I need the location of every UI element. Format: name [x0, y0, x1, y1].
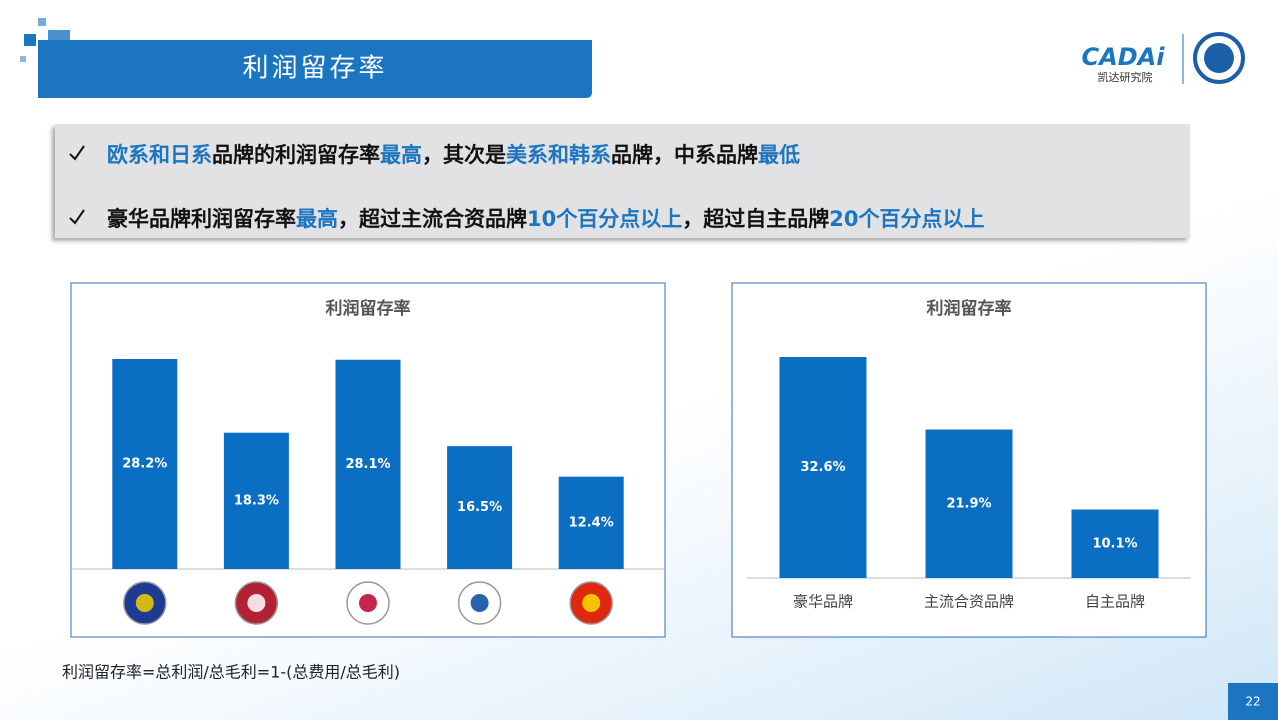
bullet-box: 欧系和日系品牌的利润留存率最高，其次是美系和韩系品牌，中系品牌最低 豪华品牌利润留… — [55, 124, 1190, 238]
bullet-line: 欧系和日系品牌的利润留存率最高，其次是美系和韩系品牌，中系品牌最低 — [107, 139, 800, 169]
bullet-text: 品牌，中系品牌 — [611, 143, 758, 167]
bullet-text: 欧系和日系 — [107, 143, 212, 167]
x-tick-label: 自主品牌 — [1085, 593, 1145, 611]
bullet-text: ，超过主流合资品牌 — [338, 207, 527, 231]
bar — [558, 476, 624, 569]
logo: CADAi — [1082, 43, 1166, 71]
bar — [1071, 509, 1159, 578]
logo-sub: 凯达研究院 — [1098, 70, 1153, 84]
check-icon — [69, 209, 85, 225]
bullet-text: 最高 — [296, 207, 338, 231]
bullet-text: ，其次是 — [422, 143, 506, 167]
bullet-text: 20个百分点以上 — [829, 207, 985, 231]
bullet-text: 豪华品牌利润留存率 — [107, 207, 296, 231]
bullet-text: 最低 — [758, 143, 800, 167]
bar — [447, 446, 513, 569]
x-tick-label: 豪华品牌 — [793, 593, 853, 611]
value-label: 32.6% — [800, 460, 845, 475]
bullet-text: 品牌的利润留存率 — [212, 143, 380, 167]
header-bar — [38, 40, 592, 98]
x-tick-label: 主流合资品牌 — [924, 593, 1014, 611]
value-label: 16.5% — [457, 500, 502, 515]
page-number-box — [1228, 683, 1278, 720]
bar — [112, 359, 178, 569]
flag-detail — [135, 594, 154, 612]
flag-detail — [582, 594, 601, 612]
value-label: 21.9% — [946, 496, 991, 511]
header-title: 利润留存率 — [242, 54, 387, 84]
bar — [779, 357, 867, 578]
emblem-core — [1204, 43, 1234, 73]
bullet-text: 最高 — [380, 143, 422, 167]
chart-title: 利润留存率 — [326, 298, 411, 319]
value-label: 28.1% — [345, 457, 390, 472]
flag-detail — [359, 594, 377, 612]
page-number: 22 — [1245, 695, 1260, 709]
flag-detail — [470, 594, 489, 612]
bullet-line: 豪华品牌利润留存率最高，超过主流合资品牌10个百分点以上，超过自主品牌20个百分… — [107, 203, 984, 233]
flag-detail — [247, 594, 266, 612]
value-label: 12.4% — [569, 515, 614, 530]
bullet-text: 10个百分点以上 — [527, 207, 683, 231]
footnote: 利润留存率=总利润/总毛利=1-(总费用/总毛利) — [62, 663, 400, 682]
bar — [335, 359, 401, 569]
bar — [223, 432, 289, 569]
chart-title: 利润留存率 — [927, 298, 1012, 319]
bullet-text: 美系和韩系 — [506, 143, 611, 167]
value-label: 28.2% — [122, 457, 167, 472]
bullet-text: ，超过自主品牌 — [682, 207, 830, 231]
value-label: 18.3% — [234, 493, 279, 508]
bar — [925, 429, 1013, 578]
value-label: 10.1% — [1092, 536, 1137, 551]
check-icon — [69, 145, 85, 161]
